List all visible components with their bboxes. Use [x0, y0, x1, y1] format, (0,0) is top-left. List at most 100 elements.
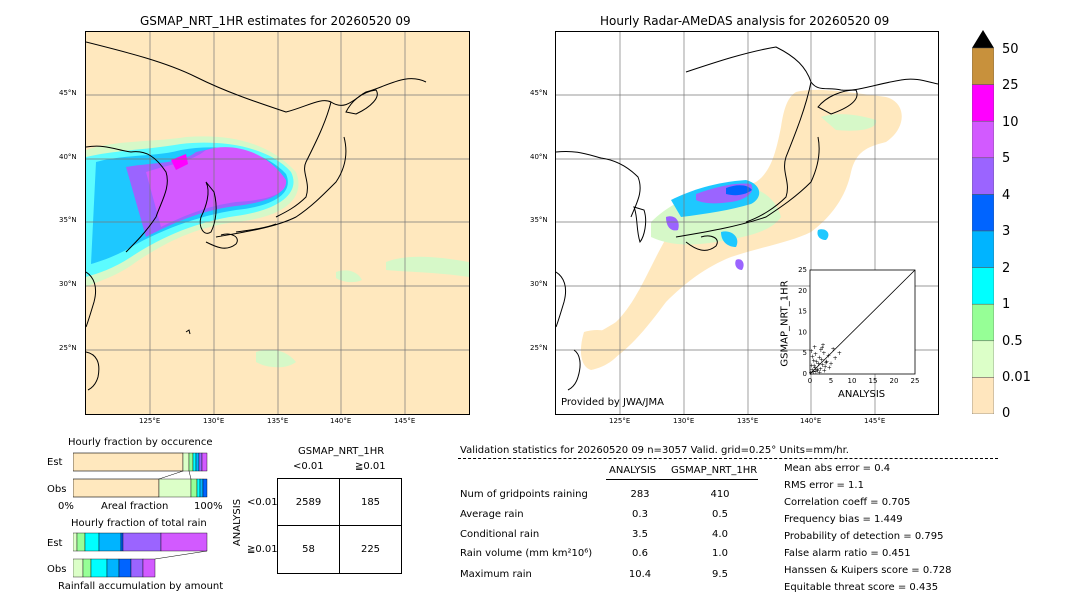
scatter-y-tick: 10 — [798, 328, 807, 336]
scatter-point: + — [810, 367, 815, 374]
score-rms-error: RMS error = 1.1 — [784, 480, 864, 491]
scatter-point: + — [817, 369, 822, 376]
right-lon-135: 135°E — [737, 417, 759, 425]
scatter-point: + — [815, 368, 820, 375]
left-lon-135: 135°E — [267, 417, 289, 425]
validation-row-label: Maximum rain — [460, 569, 532, 580]
colorbar — [971, 30, 995, 415]
total-obs-label: Obs — [47, 564, 67, 575]
scatter-point: + — [815, 366, 820, 373]
scatter-x-tick: 0 — [808, 377, 812, 385]
left-map-canvas — [86, 32, 469, 414]
score-probability-detection: Probability of detection = 0.795 — [784, 531, 944, 542]
scatter-point: + — [833, 355, 838, 362]
scatter-point: + — [819, 356, 824, 363]
left-lon-130: 130°E — [203, 417, 225, 425]
score-mean-abs-error: Mean abs error = 0.4 — [784, 463, 891, 474]
scatter-point: + — [821, 350, 826, 357]
validation-row-label: Num of gridpoints raining — [460, 489, 588, 500]
colorbar-band — [971, 194, 995, 232]
occurrence-est-label: Est — [47, 457, 63, 468]
scatter-xlabel: ANALYSIS — [838, 389, 886, 400]
right-map-canvas — [556, 32, 938, 414]
scatter-point: + — [820, 362, 825, 369]
scatter-point: + — [823, 364, 828, 371]
scatter-point: + — [826, 352, 831, 359]
left-lat-40: 40°N — [59, 153, 77, 161]
contingency-col-lt: <0.01 — [293, 461, 324, 472]
scatter-point: + — [821, 342, 826, 349]
scatter-point: + — [811, 369, 816, 376]
scatter-x-tick: 15 — [869, 377, 878, 385]
scatter-point: + — [818, 347, 823, 354]
validation-row-gsmap: 1.0 — [712, 548, 728, 559]
validation-row-gsmap: 410 — [710, 489, 730, 500]
fraction-axis-mid: Areal fraction — [101, 501, 169, 512]
total-rain-bars — [72, 531, 209, 579]
contingency-cell-c: 58 — [277, 525, 340, 574]
contingency-cell-b: 185 — [339, 478, 402, 526]
right-lat-45: 45°N — [530, 89, 548, 97]
scatter-point: + — [813, 365, 818, 372]
left-lon-145: 145°E — [394, 417, 416, 425]
right-map — [555, 31, 939, 415]
scatter-point: + — [824, 359, 829, 366]
scatter-y-tick: 15 — [798, 308, 807, 316]
scatter-point: + — [818, 366, 823, 373]
colorbar-label-5: 5 — [1002, 151, 1011, 166]
left-lon-140: 140°E — [330, 417, 352, 425]
left-lat-25: 25°N — [59, 344, 77, 352]
right-lon-145: 145°E — [864, 417, 886, 425]
occurrence-bars — [72, 451, 209, 499]
occurrence-title: Hourly fraction by occurence — [68, 437, 213, 448]
validation-col-divider — [606, 479, 758, 480]
colorbar-label-50: 50 — [1002, 42, 1019, 57]
colorbar-label-25: 25 — [1002, 78, 1019, 93]
scatter-y-tick: 5 — [803, 349, 807, 357]
validation-row-analysis: 0.3 — [632, 509, 648, 520]
colorbar-band — [971, 340, 995, 378]
scatter-y-tick: 0 — [803, 370, 807, 378]
scatter-point: + — [837, 350, 842, 357]
right-lat-30: 30°N — [530, 280, 548, 288]
scatter-point: + — [809, 348, 814, 355]
colorbar-label-0-5: 0.5 — [1002, 334, 1023, 349]
contingency-row-lt: <0.01 — [247, 497, 278, 508]
left-lat-45: 45°N — [59, 89, 77, 97]
right-lon-130: 130°E — [673, 417, 695, 425]
scatter-x-tick: 25 — [911, 377, 920, 385]
data-credit: Provided by JWA/JMA — [561, 397, 664, 408]
colorbar-svg — [971, 30, 995, 415]
scatter-point: + — [810, 354, 815, 361]
contingency-header: GSMAP_NRT_1HR — [298, 446, 385, 457]
contingency-col-ge: ≧0.01 — [355, 461, 386, 472]
scatter-point: + — [817, 354, 822, 361]
colorbar-band — [971, 377, 995, 415]
colorbar-label-4: 4 — [1002, 188, 1011, 203]
scatter-point: + — [822, 367, 827, 374]
colorbar-label-3: 3 — [1002, 224, 1011, 239]
validation-row-label: Average rain — [460, 509, 524, 520]
validation-row-analysis: 0.6 — [632, 548, 648, 559]
colorbar-label-0: 0 — [1002, 406, 1011, 421]
validation-col-analysis: ANALYSIS — [609, 465, 657, 476]
colorbar-band — [971, 120, 995, 159]
right-lon-125: 125°E — [609, 417, 631, 425]
scatter-point: + — [823, 359, 828, 366]
validation-divider — [458, 458, 998, 459]
scatter-point: + — [827, 364, 832, 371]
validation-row-analysis: 283 — [630, 489, 650, 500]
left-map-title: GSMAP_NRT_1HR estimates for 20260520 09 — [140, 14, 411, 28]
scatter-plot: +++++++++++++++++++++++++++++++++++ 0055… — [798, 266, 920, 385]
scatter-x-tick: 20 — [890, 377, 899, 385]
validation-row-analysis: 10.4 — [628, 569, 652, 580]
total-rain-bars-svg — [72, 532, 208, 578]
occurrence-obs-label: Obs — [47, 484, 67, 495]
score-equitable-threat: Equitable threat score = 0.435 — [784, 582, 939, 593]
scatter-point: + — [813, 369, 818, 376]
contingency-row-axis: ANALYSIS — [232, 498, 244, 547]
score-frequency-bias: Frequency bias = 1.449 — [784, 514, 903, 525]
scatter-point: + — [816, 361, 821, 368]
scatter-point: + — [811, 357, 816, 364]
